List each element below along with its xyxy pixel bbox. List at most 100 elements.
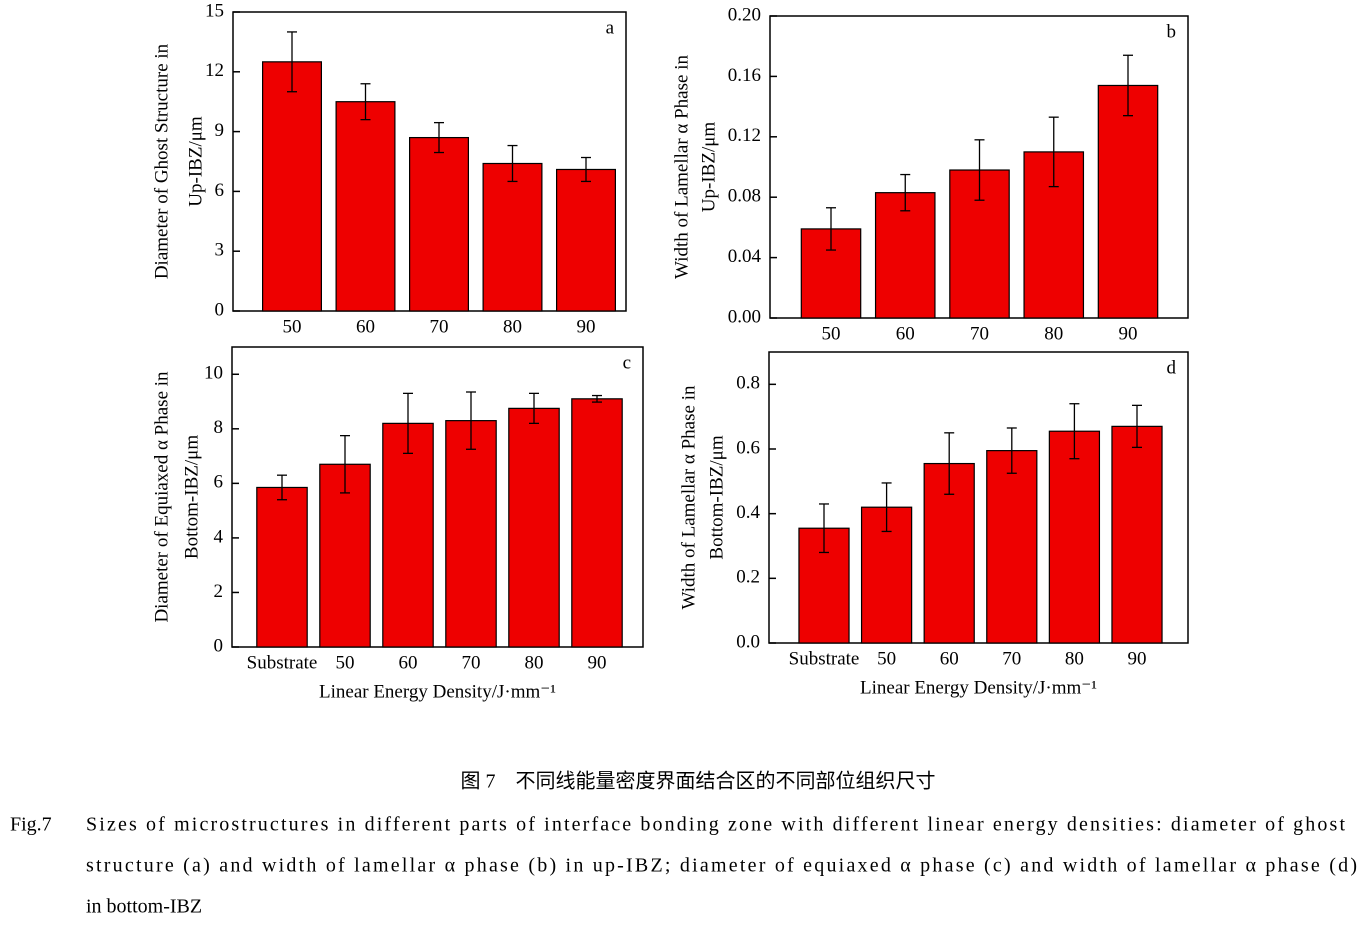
y-tick-label: 6 [214, 472, 224, 493]
panel-label: c [623, 352, 631, 373]
panel-label: b [1167, 21, 1177, 42]
y-axis-title: Width of Lamellar α Phase in [678, 385, 699, 609]
error-bar [944, 432, 955, 495]
y-axis-title: Bottom-IBZ/μm [706, 435, 727, 559]
caption-line: in bottom-IBZ [86, 896, 202, 918]
error-bar [581, 156, 591, 183]
caption-label: Fig.7 [10, 814, 52, 836]
bar [382, 422, 434, 648]
bar [256, 486, 308, 648]
y-tick-label: 6 [215, 180, 225, 201]
y-tick-label: 3 [215, 240, 225, 261]
error-bar [529, 392, 539, 425]
y-tick-label: 8 [214, 417, 224, 438]
x-tick-label: 70 [1002, 648, 1021, 669]
bar [335, 101, 396, 312]
error-bar [287, 31, 297, 93]
y-tick-label: 0.04 [728, 246, 762, 267]
error-bar [1048, 116, 1059, 188]
y-tick-label: 0.20 [728, 4, 761, 25]
error-bar [340, 434, 350, 494]
x-tick-label: 70 [462, 652, 481, 673]
caption-cn: 图 7 不同线能量密度界面结合区的不同部位组织尺寸 [461, 770, 936, 793]
bar [555, 168, 616, 312]
x-tick-label: 50 [336, 652, 355, 673]
y-tick-label: 4 [214, 526, 224, 547]
panel-label: d [1167, 357, 1177, 378]
error-bar [819, 503, 829, 554]
x-tick-label: 50 [283, 316, 302, 337]
bar [1048, 430, 1101, 644]
error-bar [974, 139, 985, 201]
error-bar [507, 144, 518, 183]
x-tick-label: 50 [877, 648, 896, 669]
x-tick-label: 90 [577, 316, 596, 337]
y-tick-label: 9 [215, 120, 225, 141]
y-tick-label: 0.8 [736, 373, 760, 394]
y-tick-label: 15 [205, 0, 224, 21]
bar [1111, 425, 1163, 644]
error-bar [1132, 404, 1142, 449]
error-bar [881, 482, 892, 533]
caption-line: structure (a) and width of lamellar α ph… [86, 855, 1357, 877]
x-tick-label: 70 [970, 323, 989, 344]
plot-frame [768, 351, 1189, 644]
x-tick-label: 70 [430, 316, 449, 337]
x-tick-label: 60 [940, 648, 959, 669]
y-tick-label: 0.2 [736, 567, 760, 588]
error-bar [277, 474, 287, 501]
y-tick-label: 0.4 [736, 502, 760, 523]
x-tick-label: Substrate [247, 652, 318, 673]
x-axis-title: Linear Energy Density/J·mm⁻¹ [860, 677, 1097, 698]
y-tick-label: 0 [214, 635, 224, 656]
bar [508, 407, 560, 648]
y-axis-title: Width of Lamellar α Phase in [671, 55, 692, 279]
x-tick-label: 90 [1128, 648, 1147, 669]
error-bar [403, 392, 413, 455]
error-bar [1123, 54, 1133, 117]
error-bar [434, 121, 444, 154]
bar [319, 463, 371, 648]
caption-line: Sizes of microstructures in different pa… [86, 814, 1345, 836]
y-tick-label: 10 [204, 363, 223, 384]
error-bar [900, 173, 911, 212]
y-tick-label: 0 [215, 299, 225, 320]
bar [1097, 84, 1159, 319]
y-tick-label: 0.08 [728, 186, 761, 207]
y-axis-title: Up-IBZ/μm [185, 116, 206, 207]
y-tick-label: 12 [205, 60, 224, 81]
bar [482, 162, 543, 312]
y-axis-title: Bottom-IBZ/μm [181, 435, 202, 559]
x-tick-label: 80 [1065, 648, 1084, 669]
x-tick-label: 50 [822, 323, 841, 344]
bar [986, 450, 1038, 644]
error-bar [1069, 403, 1080, 460]
x-tick-label: Substrate [789, 648, 860, 669]
bar [262, 61, 323, 312]
x-tick-label: 80 [525, 652, 544, 673]
y-axis-title: Diameter of Equiaxed α Phase in [151, 371, 172, 623]
y-tick-label: 2 [214, 581, 224, 602]
y-axis-title: Diameter of Ghost Structure in [151, 43, 172, 279]
y-tick-label: 0.00 [728, 306, 761, 327]
plot-frame [231, 346, 644, 648]
y-tick-label: 0.12 [728, 125, 761, 146]
panel-label: a [606, 17, 615, 38]
x-tick-label: 90 [588, 652, 607, 673]
y-tick-label: 0.0 [736, 631, 760, 652]
bar [571, 398, 623, 648]
error-bar [826, 207, 836, 251]
error-bar [360, 83, 371, 121]
error-bar [1006, 427, 1017, 474]
x-tick-label: 60 [399, 652, 418, 673]
error-bar [466, 391, 476, 450]
x-tick-label: 60 [896, 323, 915, 344]
y-tick-label: 0.16 [728, 65, 761, 86]
y-tick-label: 0.6 [736, 437, 760, 458]
bar [874, 192, 936, 319]
x-tick-label: 80 [503, 316, 522, 337]
x-tick-label: 80 [1044, 323, 1063, 344]
bar [409, 136, 470, 312]
error-bar [592, 394, 602, 403]
